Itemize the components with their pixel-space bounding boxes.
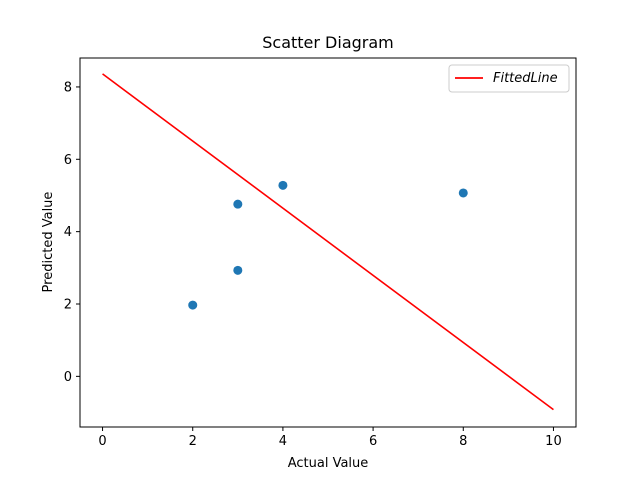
scatter-points-layer (188, 180, 468, 310)
legend-entry-fitted-line: FittedLine (493, 71, 558, 86)
y-tick-label: 4 (64, 225, 72, 240)
scatter-point (188, 300, 198, 310)
y-tick-label: 8 (64, 80, 72, 95)
x-tick-label: 8 (459, 434, 467, 449)
x-tick-label: 6 (369, 434, 377, 449)
legend: FittedLine (448, 64, 570, 93)
scatter-point (233, 265, 243, 275)
y-axis-ticks: 0 2 4 6 8 (64, 80, 80, 385)
x-axis-ticks: 0 2 4 6 8 10 (98, 427, 562, 449)
x-tick-label: 4 (279, 434, 287, 449)
fitted-line (102, 73, 554, 411)
x-axis-label: Actual Value (288, 456, 369, 471)
scatter-point (458, 188, 468, 198)
fitted-line-layer (102, 73, 554, 411)
y-tick-label: 0 (64, 370, 72, 385)
x-tick-label: 0 (98, 434, 106, 449)
y-tick-label: 2 (64, 298, 72, 313)
scatter-point (233, 199, 243, 209)
legend-box (448, 64, 570, 93)
y-tick-label: 6 (64, 153, 72, 168)
chart-title: Scatter Diagram (262, 33, 394, 52)
x-tick-label: 2 (189, 434, 197, 449)
x-tick-label: 10 (545, 434, 562, 449)
scatter-point (278, 180, 288, 190)
y-axis-label: Predicted Value (41, 192, 56, 293)
plot-frame (79, 57, 577, 428)
